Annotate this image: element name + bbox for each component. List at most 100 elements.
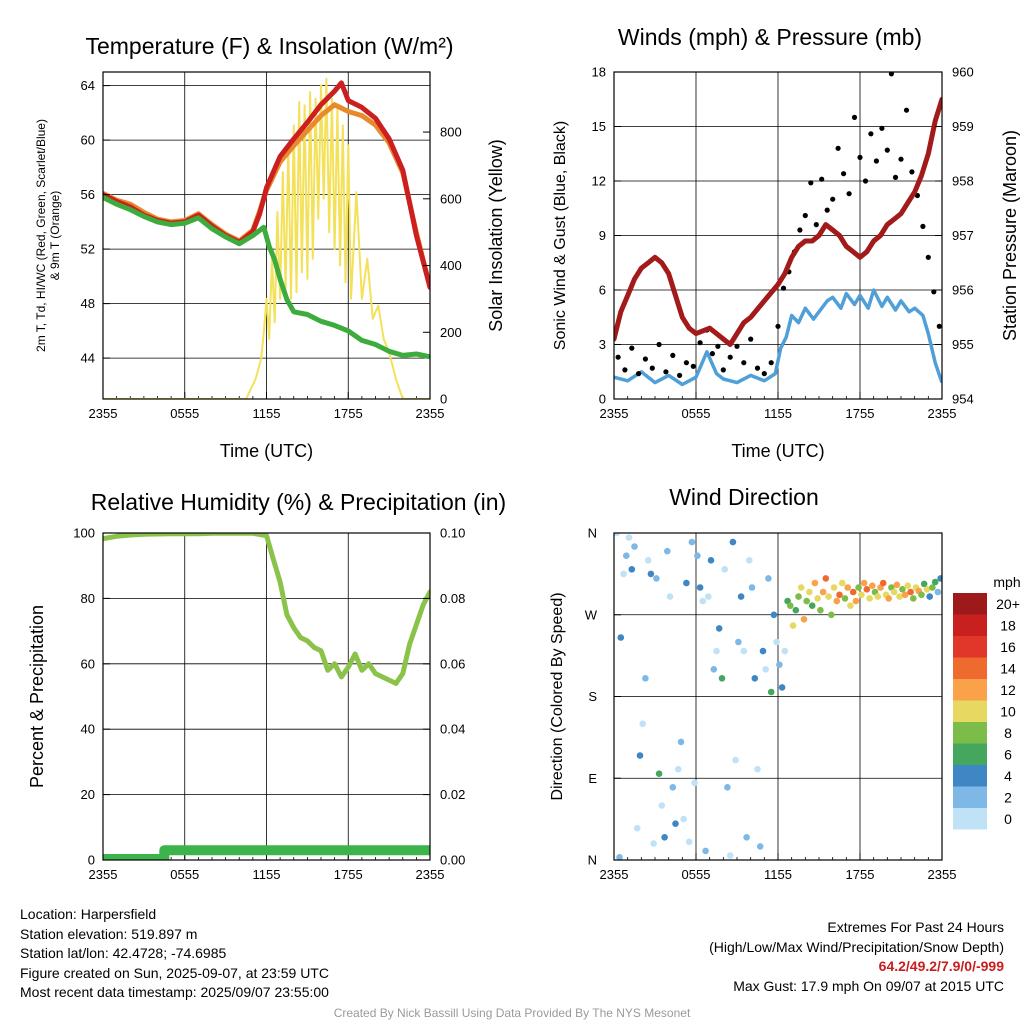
direction-point: [776, 661, 783, 668]
humidity-ylabel-left-text: Percent & Precipitation: [27, 605, 47, 788]
direction-point: [713, 647, 720, 655]
direction-point: [819, 588, 827, 596]
max-gust: Max Gust: 17.9 mph On 09/07 at 2015 UTC: [733, 977, 1004, 994]
gust-point: [741, 360, 747, 366]
direction-point: [636, 752, 644, 759]
direction-point: [623, 552, 630, 559]
direction-point: [748, 584, 756, 591]
y-left-tick-label: N: [588, 853, 597, 868]
direction-point: [677, 738, 685, 746]
gust-point: [868, 131, 874, 137]
temperature-ylabel-right: Solar Insolation (Yellow): [486, 139, 506, 331]
direction-point: [874, 593, 882, 600]
direction-point: [699, 597, 707, 605]
y-left-tick-label: 9: [599, 228, 606, 243]
direction-point: [694, 552, 701, 559]
y-left-tick-label: 0: [88, 853, 95, 868]
direction-point: [830, 584, 838, 591]
direction-point: [658, 802, 666, 809]
speed-legend-swatch: [953, 700, 987, 722]
gust-point: [846, 191, 852, 197]
direction-point: [893, 581, 901, 589]
direction-point: [625, 534, 633, 541]
gust-point: [622, 367, 628, 373]
direction-ylabel-left-text: Direction (Colored By Speed): [549, 592, 566, 800]
direction-point: [685, 838, 693, 846]
direction-point: [746, 557, 753, 564]
direction-point: [833, 597, 841, 605]
gust-point: [862, 178, 869, 184]
y-left-tick-label: 15: [592, 119, 606, 134]
y-left-tick-label: 18: [592, 65, 606, 80]
direction-point: [729, 538, 737, 546]
direction-point: [866, 595, 873, 602]
direction-point: [724, 784, 731, 791]
direction-point: [735, 638, 742, 646]
speed-legend-swatch: [953, 808, 987, 830]
station-elevation: Station elevation: 519.897 m: [20, 925, 198, 942]
y-right-tick-label: 0.04: [440, 722, 465, 737]
temperature-ylabel-left: 2m T, Td, HI/WC (Red, Green, Scarlet/Blu…: [34, 119, 62, 352]
direction-point: [661, 834, 668, 841]
direction-point: [844, 584, 851, 591]
direction-point: [765, 575, 772, 582]
direction-point: [759, 647, 767, 655]
gust-point: [670, 352, 676, 358]
gust-point: [841, 171, 847, 177]
gust-point: [748, 336, 754, 342]
speed-legend-swatch: [953, 679, 987, 701]
direction-point: [855, 584, 862, 591]
direction-point: [767, 688, 775, 696]
direction-point: [737, 593, 745, 600]
direction-point: [770, 611, 778, 619]
direction-point: [849, 588, 857, 596]
y-left-tick-label: 80: [81, 591, 95, 606]
gust-point: [898, 156, 904, 162]
gust-point: [629, 345, 635, 351]
direction-point: [863, 586, 871, 593]
y-left-tick-label: W: [585, 607, 598, 622]
gust-point: [851, 114, 858, 120]
gust-point: [835, 145, 841, 151]
y-left-tick-label: 0: [599, 392, 606, 407]
figure-created: Figure created on Sun, 2025-09-07, at 23…: [20, 964, 329, 981]
speed-legend-label: 8: [1004, 725, 1012, 741]
direction-point: [822, 575, 830, 582]
direction-point: [647, 570, 655, 578]
speed-legend-swatch: [953, 657, 987, 679]
direction-point: [639, 720, 646, 728]
direction-point: [691, 779, 698, 787]
station-latlon: Station lat/lon: 42.4728; -74.6985: [20, 945, 227, 961]
speed-legend-swatch: [953, 765, 987, 787]
gust-point: [802, 212, 808, 219]
speed-legend-swatch: [953, 636, 987, 658]
y-left-tick-label: 40: [81, 722, 95, 737]
extremes-heading: Extremes For Past 24 Hours: [827, 919, 1004, 935]
y-left-tick-label: E: [588, 771, 597, 786]
direction-point: [721, 566, 728, 573]
direction-point: [666, 593, 674, 600]
direction-point: [811, 579, 819, 587]
direction-point: [655, 770, 663, 777]
gust-point: [761, 371, 767, 377]
direction-point: [904, 582, 912, 589]
gust-point: [734, 343, 740, 349]
y-left-tick-label: 20: [81, 787, 95, 802]
direction-point: [620, 570, 627, 578]
direction-point: [650, 840, 657, 847]
gust-point: [857, 154, 863, 160]
direction-point: [707, 557, 715, 564]
temperature-ylabel-left-line2: & 9m T (Orange): [48, 191, 62, 281]
direction-point: [653, 575, 660, 582]
temperature-ylabel-left-line1: 2m T, Td, HI/WC (Red, Green, Scarlet/Blu…: [34, 119, 48, 352]
direction-point: [702, 847, 709, 855]
direction-point: [931, 578, 939, 586]
direction-point: [852, 597, 860, 605]
direction-point: [808, 602, 816, 609]
humidity-line: [103, 533, 430, 686]
gust-point: [873, 158, 880, 164]
y-right-tick-label: 956: [952, 283, 974, 298]
speed-legend-label: 16: [1000, 639, 1016, 655]
temperature-series-line: [103, 77, 430, 399]
speed-legend-label: 4: [1004, 768, 1012, 784]
